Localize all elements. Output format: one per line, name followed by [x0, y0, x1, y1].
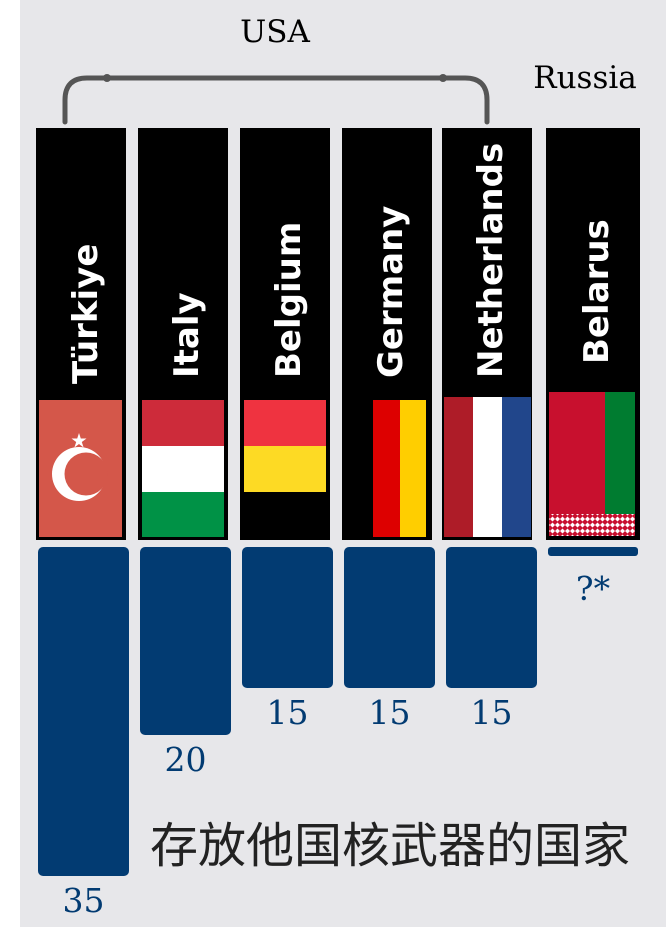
- value-label-belgium: 15: [267, 693, 309, 732]
- country-column-turkiye: Türkiye: [36, 128, 126, 540]
- country-label-belarus: Belarus: [577, 219, 617, 364]
- bar-germany: [344, 547, 435, 688]
- country-label-turkiye: Türkiye: [66, 244, 106, 384]
- bar-belarus: [548, 547, 638, 556]
- germany-flag: [346, 400, 426, 537]
- value-label-italy: 20: [165, 740, 207, 779]
- value-label-trkiye: 35: [63, 881, 105, 920]
- value-label-netherlands: 15: [471, 693, 513, 732]
- country-column-germany: Germany: [342, 128, 432, 540]
- belgium-flag: [244, 400, 326, 537]
- bar-italy: [140, 547, 231, 735]
- bar-netherlands: [446, 547, 537, 688]
- turkey-flag: [39, 400, 122, 537]
- country-label-italy: Italy: [167, 292, 207, 378]
- bar-series: 35 20 15 15 15 ?*: [38, 547, 638, 920]
- country-label-belgium: Belgium: [269, 222, 309, 378]
- group-label-russia: Russia: [533, 60, 637, 96]
- bracket-dot-right: [439, 74, 447, 82]
- country-column-belgium: Belgium: [240, 128, 330, 540]
- country-column-belarus: Belarus: [546, 128, 640, 540]
- netherlands-flag: [444, 397, 531, 537]
- chart-title: 存放他国核武器的国家: [150, 818, 630, 874]
- value-label-germany: 15: [369, 693, 411, 732]
- bar-belgium: [242, 547, 333, 688]
- country-column-netherlands: Netherlands: [442, 128, 532, 540]
- country-column-italy: Italy: [138, 128, 228, 540]
- belarus-flag: [549, 392, 635, 536]
- group-label-usa: USA: [240, 14, 310, 50]
- country-label-germany: Germany: [371, 206, 411, 378]
- value-label-belarus: ?*: [576, 569, 610, 608]
- bracket-dot-left: [103, 74, 111, 82]
- bar-trkiye: [38, 547, 129, 876]
- usa-group-bracket: [62, 75, 490, 125]
- country-label-netherlands: Netherlands: [471, 143, 511, 378]
- italy-flag: [142, 400, 224, 537]
